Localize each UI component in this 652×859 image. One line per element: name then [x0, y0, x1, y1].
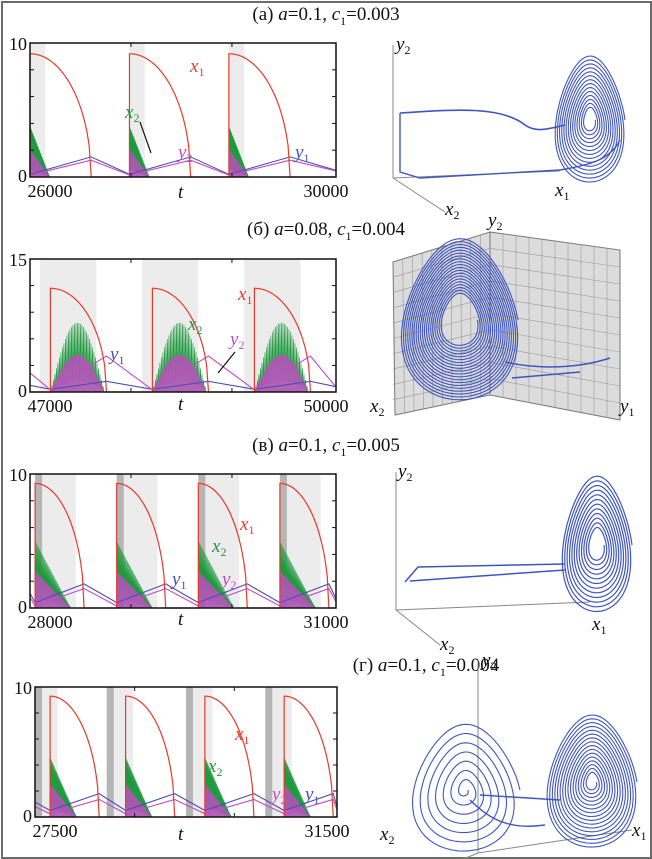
y-tick-label: 10 — [9, 34, 27, 54]
plot-frame — [34, 686, 338, 818]
axis-line — [477, 829, 633, 854]
x-tick-label: 47000 — [28, 396, 73, 416]
axis-line — [392, 177, 446, 213]
panel-g-title: (г) a=0.1, c1=0.004 — [352, 655, 500, 679]
axis-label: x2 — [444, 199, 459, 222]
y-tick-label: 0 — [18, 597, 27, 617]
y2-line — [34, 798, 338, 815]
x-tick-label: 50000 — [304, 396, 349, 416]
trajectory — [411, 723, 521, 852]
shaded-region-dark — [106, 687, 114, 817]
shaded-region-dark — [279, 474, 287, 608]
axis-label: y2 — [396, 461, 412, 484]
phase-portrait-g: y2 x1 x2 — [379, 650, 646, 859]
y-tick-label: 0 — [18, 166, 27, 186]
x-axis-label: t — [178, 609, 184, 630]
y1-line — [29, 583, 337, 604]
shaded-region-dark — [35, 474, 43, 608]
trajectory — [504, 357, 611, 379]
shaded-region-dark — [35, 687, 42, 817]
panel-b-title: (б) a=0.08, c1=0.004 — [247, 219, 405, 243]
x-tick-label: 30000 — [304, 181, 349, 201]
axis-label: x2 — [379, 824, 394, 847]
trajectory — [546, 714, 638, 848]
x1-line — [29, 53, 336, 178]
shaded-region-dark — [186, 687, 193, 817]
trajectory — [469, 794, 561, 827]
y1-line — [34, 792, 338, 812]
x-axis-label: t — [178, 394, 184, 415]
panel-v-title: (в) a=0.1, c1=0.005 — [252, 435, 400, 459]
y-tick-label: 0 — [18, 381, 27, 401]
x-tick-label: 31500 — [305, 821, 350, 841]
axis-label: x1 — [631, 820, 646, 843]
shaded-region-dark — [265, 687, 273, 817]
phase-portrait-b: x2 y1 y2 — [369, 210, 634, 421]
plot-frame — [29, 258, 337, 393]
trajectory — [399, 113, 621, 179]
trajectory — [399, 109, 566, 131]
y2-line — [29, 587, 337, 607]
x-axis-label: t — [178, 824, 184, 845]
grid-line — [392, 378, 491, 400]
axis-label: y1 — [618, 396, 634, 419]
axis-label: y2 — [486, 210, 502, 233]
axis-label: x1 — [591, 614, 606, 637]
y-tick-label: 10 — [14, 678, 32, 698]
phase-portrait-a: y2 x1 x2 — [392, 34, 626, 222]
y-tick-label: 15 — [9, 250, 27, 270]
x-tick-label: 28000 — [28, 612, 73, 632]
y1-line — [29, 380, 337, 390]
axis-label: y2 — [480, 650, 496, 673]
axis-label: x1 — [554, 180, 569, 203]
phase-portrait-v: y2 x1 x2 — [395, 461, 633, 657]
x-tick-label: 26000 — [28, 181, 73, 201]
shaded-region-dark — [198, 474, 206, 608]
plot-frame — [29, 42, 337, 178]
x2-pointer-arrow — [139, 121, 152, 154]
axis-line — [462, 852, 479, 859]
axis-label: y2 — [394, 34, 410, 57]
x-tick-label: 27500 — [33, 821, 78, 841]
axis-line — [395, 601, 591, 611]
grid-line — [489, 345, 621, 370]
trajectory — [400, 238, 519, 401]
x-tick-label: 31000 — [304, 612, 349, 632]
grid-line — [489, 378, 621, 404]
panel-a-title: (a) a=0.1, c1=0.003 — [252, 4, 400, 28]
x-axis-label: t — [178, 182, 184, 203]
y-tick-label: 10 — [9, 465, 27, 485]
axis-line — [395, 609, 441, 646]
y-tick-label: 0 — [23, 806, 32, 826]
plot-frame — [29, 473, 337, 609]
x1-line — [30, 287, 336, 393]
trajectory — [561, 475, 633, 613]
trajectory — [404, 563, 566, 583]
y1-line — [29, 156, 337, 176]
y2-pointer-arrow — [217, 351, 236, 374]
trajectory — [554, 55, 626, 183]
y2-line — [29, 355, 337, 391]
y2-line — [29, 159, 337, 176]
shaded-region-dark — [116, 474, 124, 608]
axis-label: x2 — [369, 396, 384, 419]
axis-label: x2 — [439, 634, 454, 657]
